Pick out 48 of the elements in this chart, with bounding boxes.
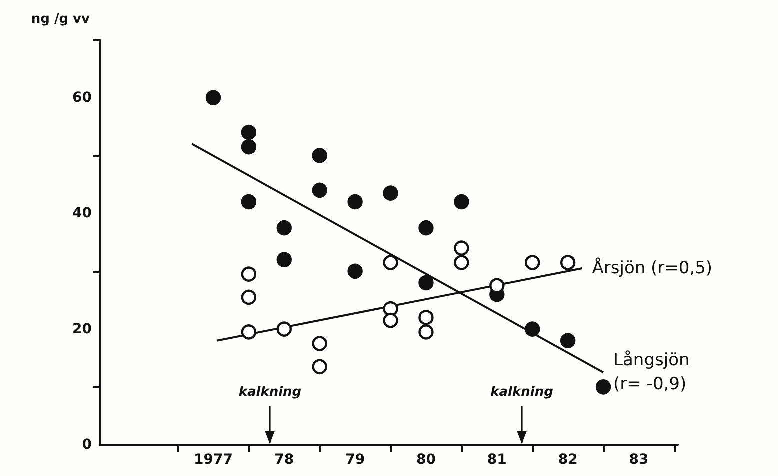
point <box>206 90 222 106</box>
point <box>241 124 257 140</box>
point <box>490 278 505 294</box>
x-tick-label: 81 <box>487 452 507 468</box>
point <box>312 182 328 198</box>
point <box>241 194 257 210</box>
y-tick-label: 20 <box>72 321 92 338</box>
point <box>525 255 540 270</box>
x-tick-label: 79 <box>346 452 366 468</box>
y-axis-title: ng /g vv <box>31 12 91 27</box>
x-tick-label: 80 <box>416 452 436 468</box>
x-tick-label: 1977 <box>194 452 233 468</box>
point <box>418 275 434 291</box>
y-tick-label: 40 <box>72 206 92 222</box>
point <box>418 310 434 326</box>
point <box>383 186 398 201</box>
point <box>454 240 470 256</box>
point <box>454 255 470 270</box>
point <box>418 220 434 236</box>
point <box>312 359 328 374</box>
point <box>596 380 612 395</box>
point <box>241 139 257 155</box>
point <box>560 333 576 348</box>
series-label: Långsjön (r= -0,9) <box>614 350 690 395</box>
point <box>241 266 257 282</box>
point <box>312 148 328 164</box>
point <box>312 336 328 352</box>
ref-line-label: kalkning <box>238 385 302 400</box>
point <box>348 194 363 210</box>
point <box>418 324 434 340</box>
point <box>241 290 257 306</box>
y-tick-label: 60 <box>72 90 92 106</box>
x-tick-label: 78 <box>274 452 294 468</box>
point <box>276 252 292 268</box>
point <box>383 313 398 328</box>
x-tick-label: 82 <box>558 452 578 468</box>
series-label: Årsjön (r=0,5) <box>592 258 713 279</box>
point <box>241 324 257 340</box>
ref-line-label: kalkning <box>490 385 554 400</box>
point <box>560 255 576 270</box>
y-tick-label: 0 <box>82 437 92 453</box>
point <box>454 194 470 210</box>
point <box>383 255 398 270</box>
point <box>276 220 292 236</box>
point <box>276 322 292 337</box>
point <box>525 322 540 337</box>
point <box>348 264 363 280</box>
x-tick-label: 83 <box>629 452 649 468</box>
